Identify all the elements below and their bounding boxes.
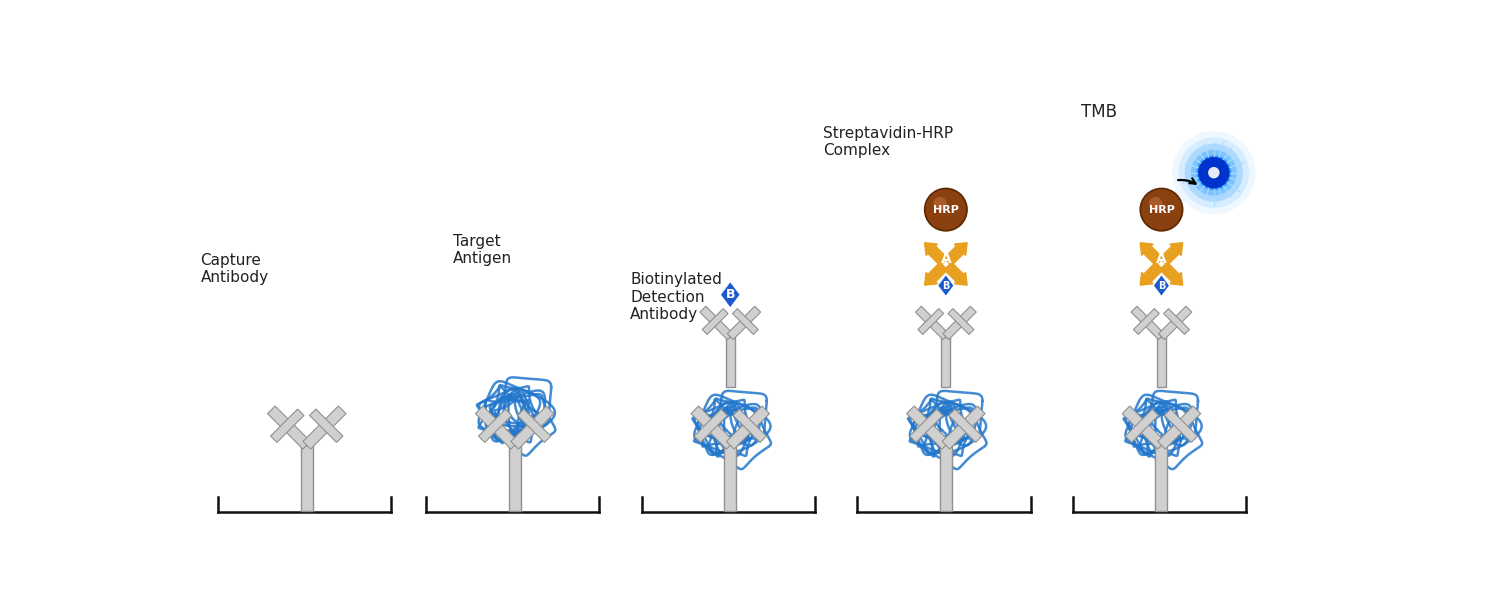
Circle shape [924,188,968,231]
Text: B: B [1158,281,1166,290]
Polygon shape [1154,275,1170,296]
Polygon shape [478,409,512,442]
Polygon shape [954,242,968,256]
Polygon shape [1131,306,1164,340]
Text: Streptavidin-HRP
Complex: Streptavidin-HRP Complex [822,126,952,158]
Text: Target
Antigen: Target Antigen [453,233,512,266]
Text: HRP: HRP [933,205,958,215]
Polygon shape [1170,242,1182,256]
Text: A: A [940,252,951,266]
Polygon shape [1143,246,1162,266]
Polygon shape [954,272,968,285]
Polygon shape [302,445,312,511]
Polygon shape [909,409,944,442]
Polygon shape [476,406,519,449]
Circle shape [1172,131,1256,214]
Polygon shape [267,406,310,449]
Text: Capture
Antibody: Capture Antibody [201,253,268,286]
Polygon shape [726,337,735,388]
Polygon shape [724,445,736,511]
Polygon shape [940,337,951,388]
Polygon shape [1122,406,1166,449]
Polygon shape [1164,308,1190,334]
Polygon shape [948,409,982,442]
Polygon shape [1164,409,1197,442]
Text: A: A [1156,252,1167,266]
Polygon shape [1125,409,1158,442]
Polygon shape [1160,262,1179,282]
Polygon shape [1155,445,1167,511]
Polygon shape [728,306,760,340]
Polygon shape [1170,272,1182,285]
Polygon shape [944,306,976,340]
Polygon shape [734,409,766,442]
Circle shape [1140,188,1182,231]
Polygon shape [918,308,944,334]
Polygon shape [512,406,554,449]
Polygon shape [692,406,734,449]
Circle shape [1208,167,1219,178]
Circle shape [1185,143,1244,202]
Polygon shape [928,246,948,266]
Polygon shape [270,409,304,442]
Polygon shape [1140,242,1154,256]
Polygon shape [732,308,758,334]
Polygon shape [906,406,950,449]
Text: HRP: HRP [1149,205,1174,215]
Polygon shape [1158,406,1200,449]
Polygon shape [945,246,963,266]
Polygon shape [702,308,727,334]
Text: TMB: TMB [1080,103,1116,121]
Polygon shape [1156,337,1166,388]
Text: B: B [726,288,735,301]
Polygon shape [726,406,770,449]
Polygon shape [938,275,954,296]
Polygon shape [1134,308,1160,334]
Polygon shape [915,306,950,340]
Polygon shape [942,406,986,449]
Polygon shape [924,272,938,285]
Polygon shape [303,406,346,449]
Polygon shape [694,409,728,442]
Polygon shape [940,445,952,511]
Circle shape [933,197,946,211]
Polygon shape [1140,272,1154,285]
Polygon shape [948,308,974,334]
Polygon shape [720,281,740,308]
Polygon shape [924,242,938,256]
Circle shape [1197,156,1230,190]
Circle shape [1191,150,1236,196]
Circle shape [1149,197,1162,211]
Polygon shape [945,262,963,282]
Text: B: B [942,281,950,290]
Polygon shape [1143,262,1162,282]
Polygon shape [928,262,948,282]
Polygon shape [700,306,734,340]
Polygon shape [1160,246,1179,266]
Polygon shape [1158,306,1192,340]
Polygon shape [509,445,520,511]
Polygon shape [309,409,344,442]
Text: Biotinylated
Detection
Antibody: Biotinylated Detection Antibody [630,272,722,322]
Circle shape [1179,137,1250,208]
Polygon shape [518,409,550,442]
